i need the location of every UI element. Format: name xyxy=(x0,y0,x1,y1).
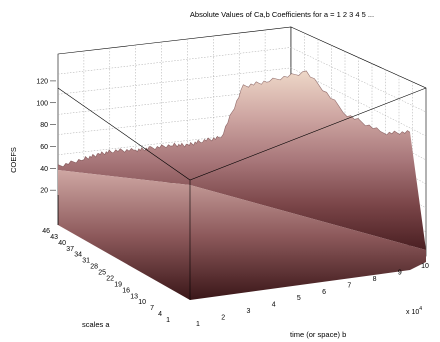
x-axis-exponent: x 104 xyxy=(406,306,422,316)
y-tick-label: 4 xyxy=(158,311,162,318)
x-tick-label: 7 xyxy=(347,282,351,289)
x-tick-label: 1 xyxy=(196,321,200,328)
y-tick-label: 28 xyxy=(90,264,98,271)
x-tick-label: 2 xyxy=(221,315,225,322)
z-tick-label: 60 xyxy=(40,144,48,151)
z-tick-label: 100 xyxy=(36,100,48,107)
chart-title: Absolute Values of Ca,b Coefficients for… xyxy=(190,10,374,19)
y-tick-label: 31 xyxy=(82,258,90,265)
surface xyxy=(57,70,426,300)
y-tick-label: 19 xyxy=(114,281,122,288)
grid-line xyxy=(57,67,292,95)
z-tick-label: 20 xyxy=(40,188,48,195)
y-tick-label: 40 xyxy=(58,240,66,247)
x-tick-label: 10 xyxy=(421,263,429,270)
x-tick-label: 3 xyxy=(246,308,250,315)
grid-line xyxy=(290,47,427,113)
box-edge-top xyxy=(57,87,427,181)
y-tick-label: 7 xyxy=(150,305,154,312)
y-tick-label: 37 xyxy=(66,246,74,253)
z-tick-label: 120 xyxy=(36,78,48,85)
y-tick-label: 43 xyxy=(50,234,58,241)
x-tick-label: 4 xyxy=(272,302,276,309)
x-axis-label: time (or space) b xyxy=(290,330,346,339)
x-exponent-power: 4 xyxy=(419,306,422,312)
y-tick-label: 46 xyxy=(42,228,50,235)
x-tick-label: 6 xyxy=(322,289,326,296)
y-axis-label: scales a xyxy=(82,320,110,329)
x-exponent-base: x 10 xyxy=(406,309,419,316)
x-tick-label: 5 xyxy=(297,295,301,302)
y-tick-label: 22 xyxy=(106,275,114,282)
y-tick-label: 16 xyxy=(122,287,130,294)
z-tick-label: 80 xyxy=(40,122,48,129)
grid-line xyxy=(57,47,292,75)
z-tick-label: 40 xyxy=(40,166,48,173)
surface-ridge xyxy=(57,70,411,168)
y-tick-label: 25 xyxy=(98,270,106,277)
x-axis-ticks: 1 2 3 4 5 6 7 8 9 10 xyxy=(196,263,429,328)
z-axis-ticks: 20 40 60 80 100 120 xyxy=(36,78,56,195)
surface-front xyxy=(58,170,426,300)
y-tick-label: 1 xyxy=(166,317,170,324)
y-tick-label: 34 xyxy=(74,252,82,259)
surface-top xyxy=(58,70,426,251)
x-tick-label: 9 xyxy=(398,269,402,276)
x-tick-label: 8 xyxy=(373,276,377,283)
z-axis-label: COEFS xyxy=(9,147,18,173)
y-tick-label: 13 xyxy=(130,293,138,300)
y-tick-label: 10 xyxy=(138,299,146,306)
